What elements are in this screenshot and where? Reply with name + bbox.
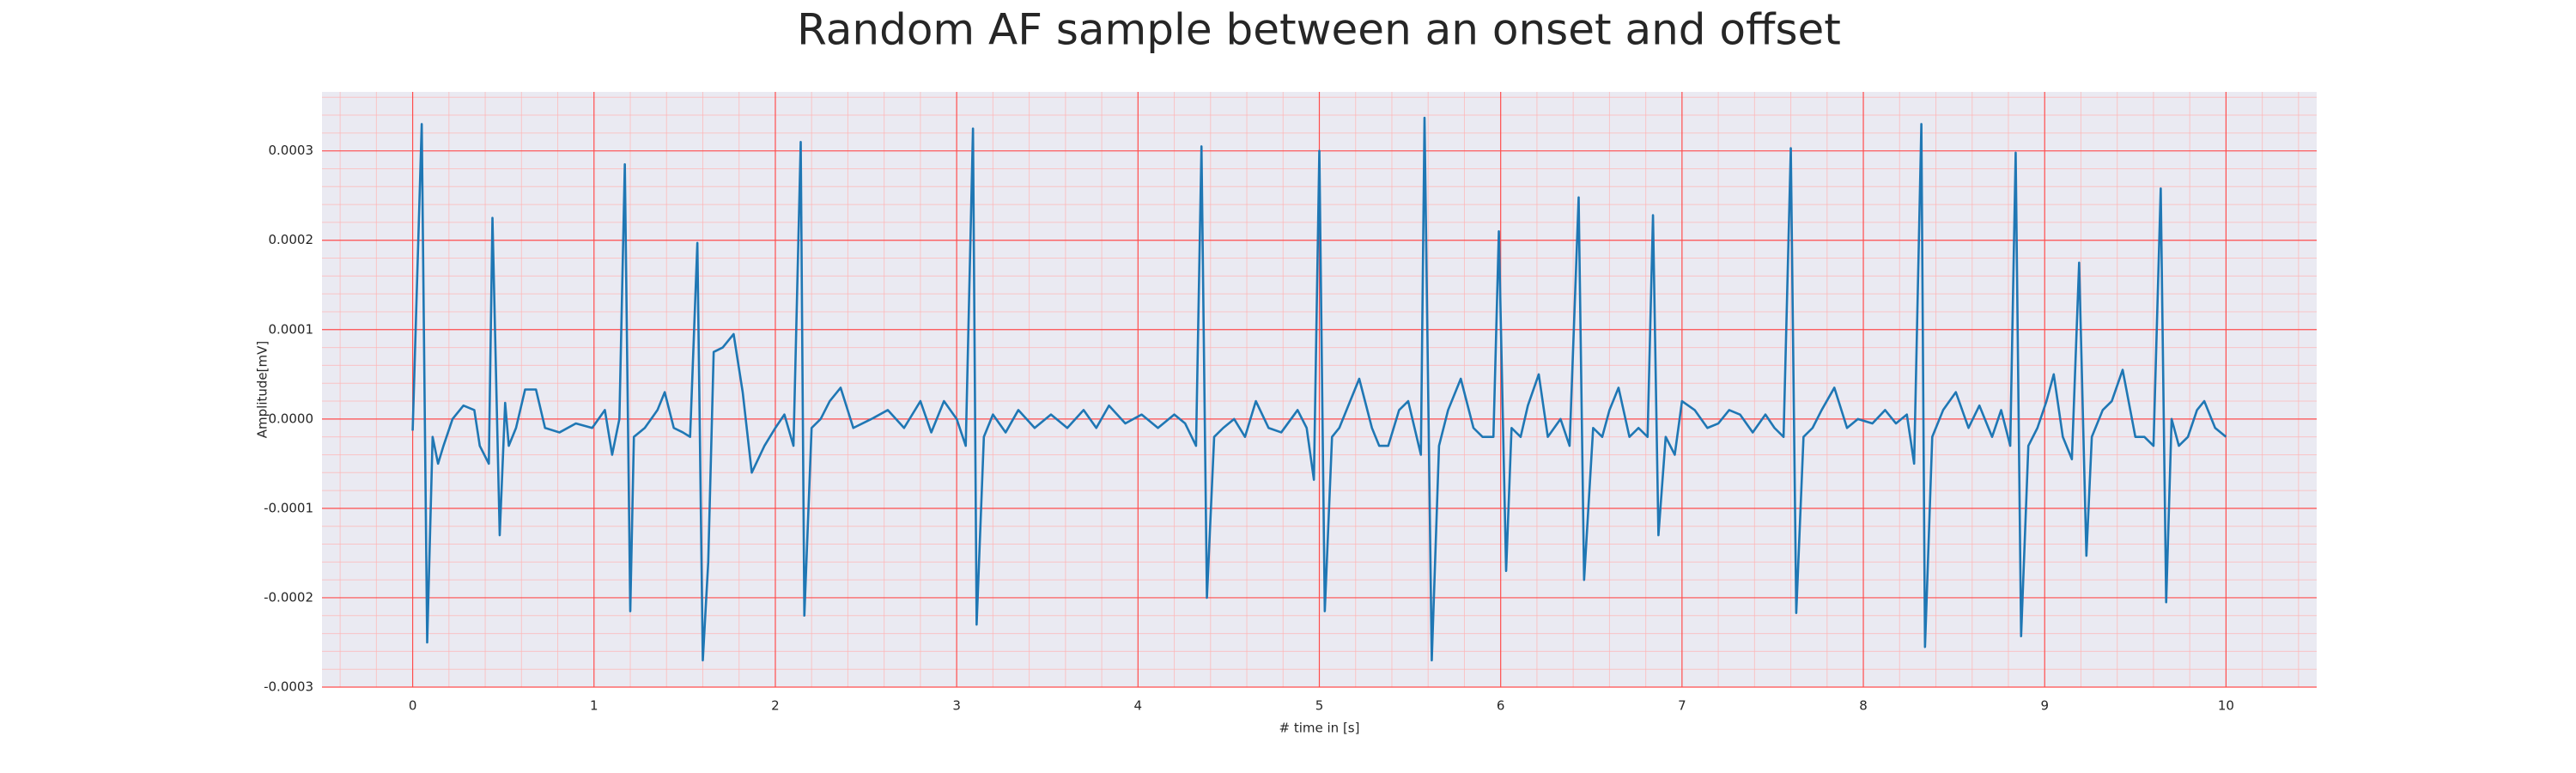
x-tick-label: 2 [771,698,780,714]
x-tick-label: 1 [590,698,598,714]
x-tick-label: 10 [2218,698,2234,714]
x-tick-label: 7 [1678,698,1686,714]
x-tick-label: 0 [409,698,417,714]
signal-line [411,116,2227,662]
x-tick-label: 9 [2040,698,2049,714]
y-tick-label: -0.0003 [264,679,313,695]
y-tick-label: 0.0003 [269,143,314,158]
x-tick-label: 4 [1134,698,1143,714]
chart-title: Random AF sample between an onset and of… [797,5,1841,55]
y-tick-label: 0.0002 [269,232,314,247]
y-axis-label: Amplitude[mV] [255,341,270,438]
y-tick-label: -0.0001 [264,500,313,515]
x-tick-label: 8 [1859,698,1868,714]
x-tick-label: 5 [1315,698,1324,714]
x-tick-label: 3 [952,698,961,714]
y-tick-label: -0.0002 [264,589,313,605]
y-tick-label: 0.0000 [269,411,314,426]
x-tick-label: 6 [1497,698,1505,714]
y-tick-label: 0.0001 [269,321,314,337]
x-axis-label: # time in [s] [1279,721,1360,736]
